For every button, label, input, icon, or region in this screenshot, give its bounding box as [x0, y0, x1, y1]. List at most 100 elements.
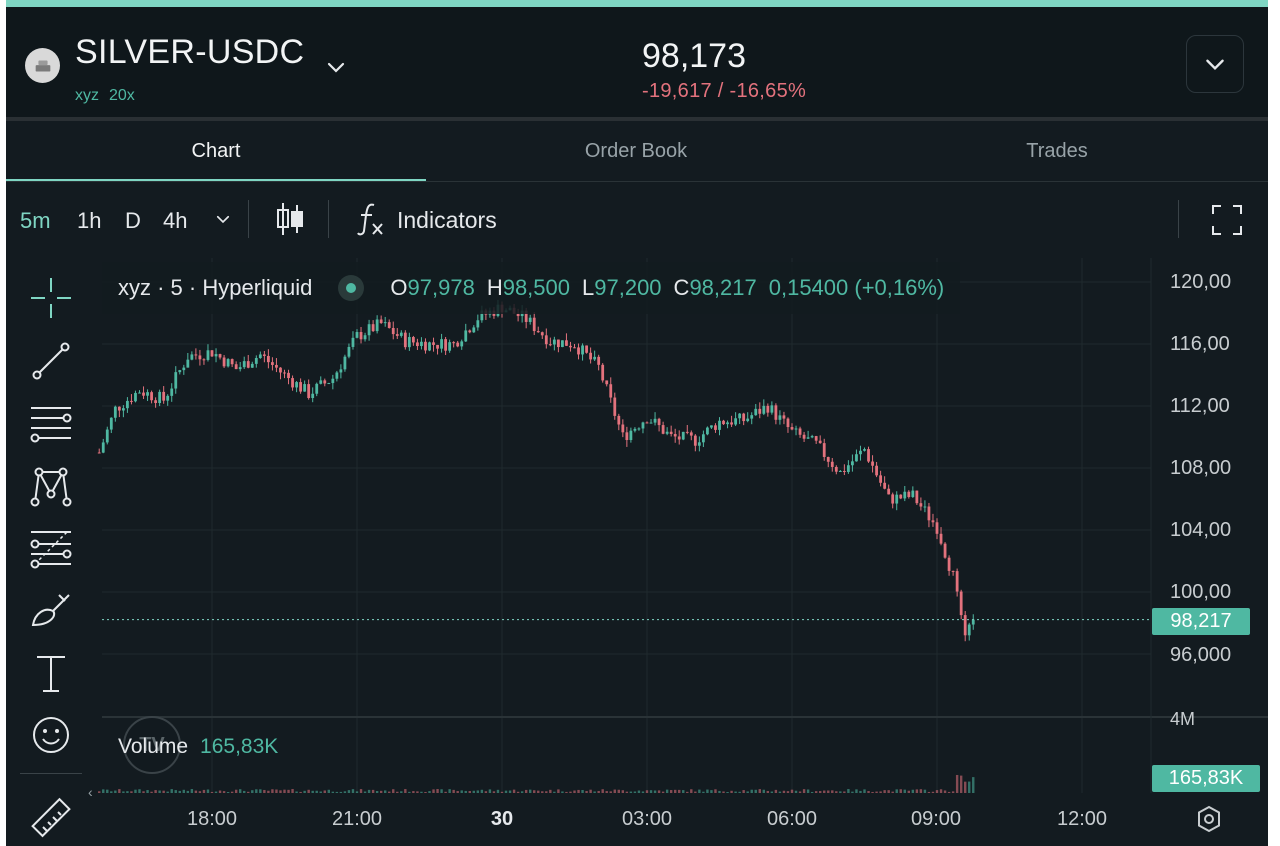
- candle-body: [202, 359, 206, 361]
- candle-body: [323, 380, 327, 384]
- time-axis-label: 12:00: [1056, 808, 1108, 830]
- trend-line-icon: [32, 342, 70, 380]
- pair-selector-chevron-icon[interactable]: [324, 55, 348, 79]
- volume-bar: [134, 789, 137, 793]
- candle-body: [194, 354, 198, 356]
- volume-bar: [271, 789, 274, 793]
- volume-bar: [452, 789, 455, 793]
- volume-bar: [504, 790, 508, 793]
- tab-order-book[interactable]: Order Book: [584, 139, 688, 162]
- candle-body: [109, 417, 113, 430]
- fullscreen-icon[interactable]: [1211, 204, 1243, 236]
- volume-bar: [106, 789, 109, 793]
- candle-body: [436, 344, 439, 349]
- tradingview-logo[interactable]: TV: [123, 716, 181, 774]
- volume-bar: [412, 791, 415, 793]
- volume-bar: [230, 791, 234, 793]
- horizontal-lines-tool[interactable]: [28, 401, 74, 447]
- volume-bar: [400, 791, 403, 793]
- candle-body: [154, 400, 158, 404]
- volume-bar: [955, 774, 959, 793]
- candle-body: [540, 332, 544, 336]
- volume-bar: [392, 789, 395, 793]
- legend-open-key: O: [390, 275, 408, 300]
- tab-chart[interactable]: Chart: [191, 139, 241, 162]
- volume-bar: [480, 789, 484, 793]
- volume-bar: [935, 790, 939, 793]
- volume-bar: [951, 791, 955, 793]
- volume-bar: [963, 781, 967, 793]
- candle-body: [879, 475, 883, 483]
- candle-body: [117, 406, 121, 411]
- candle-body: [810, 436, 814, 438]
- candle-body: [262, 354, 266, 356]
- volume-bar: [436, 789, 439, 793]
- volume-bar: [500, 791, 504, 793]
- price-axis-label: 112,00: [1170, 395, 1230, 417]
- timeframe-1h[interactable]: 1h: [77, 208, 102, 233]
- function-fx-icon[interactable]: [356, 201, 386, 237]
- tab-trades[interactable]: Trades: [1026, 139, 1088, 162]
- toolbar-separator: [248, 200, 249, 238]
- volume-bar: [673, 789, 677, 793]
- volume-bar: [146, 790, 149, 793]
- candle-body: [887, 488, 891, 495]
- volume-bar: [440, 789, 443, 793]
- candle-body: [126, 400, 129, 409]
- scroll-left-button[interactable]: ‹: [88, 784, 93, 800]
- candle-body: [182, 367, 186, 371]
- candle-body: [589, 352, 593, 360]
- volume-bar: [565, 791, 568, 793]
- volume-bar: [247, 791, 250, 793]
- indicators-button[interactable]: Indicators: [397, 207, 497, 233]
- trend-line-tool[interactable]: [28, 338, 74, 384]
- volume-bar: [170, 789, 173, 793]
- ruler-tool[interactable]: [28, 796, 74, 842]
- candle-body: [786, 418, 790, 428]
- candle-body: [448, 342, 452, 351]
- candle-body: [669, 431, 673, 435]
- chart-settings-icon[interactable]: [1194, 804, 1224, 834]
- candle-body: [138, 392, 141, 394]
- candle-body: [190, 354, 194, 360]
- volume-bar: [557, 789, 560, 793]
- candle-body: [762, 405, 766, 414]
- emoji-tool[interactable]: [28, 712, 74, 758]
- timeframe-dropdown-chevron-icon[interactable]: [214, 210, 232, 228]
- brush-tool[interactable]: [28, 588, 74, 634]
- candle-body: [315, 383, 319, 394]
- pair-name[interactable]: SILVER-USDC: [75, 33, 305, 71]
- candle-body: [416, 342, 419, 347]
- candle-body: [915, 490, 919, 504]
- candle-body: [738, 413, 742, 419]
- crosshair-tool[interactable]: [28, 275, 74, 321]
- volume-bar: [142, 791, 145, 793]
- timeframe-5m[interactable]: 5m: [20, 208, 51, 233]
- candle-body: [685, 431, 689, 433]
- pattern-tool[interactable]: [28, 463, 74, 509]
- timeframe-d[interactable]: D: [125, 208, 141, 233]
- text-tool[interactable]: [28, 650, 74, 696]
- volume-bar: [295, 791, 298, 793]
- candle-body: [174, 372, 178, 389]
- volume-bar: [561, 791, 564, 793]
- candle-body: [629, 430, 633, 441]
- expand-header-button[interactable]: [1186, 35, 1244, 93]
- candle-body: [726, 422, 729, 425]
- volume-bar: [114, 790, 117, 793]
- volume-bar: [895, 789, 898, 793]
- volume-bar: [823, 790, 826, 793]
- candle-body: [814, 436, 818, 441]
- candle-body: [407, 337, 411, 348]
- fib-retracement-tool[interactable]: [28, 525, 74, 571]
- price-axis-label: 108,00: [1170, 457, 1232, 479]
- volume-bar: [303, 790, 306, 793]
- candle-body: [170, 388, 174, 396]
- volume-bar: [331, 791, 335, 793]
- candle-body: [601, 364, 605, 381]
- candle-body: [826, 456, 830, 462]
- pair-subtitle: xyz 20x: [75, 87, 145, 105]
- timeframe-4h[interactable]: 4h: [163, 208, 188, 233]
- volume-bar: [182, 789, 186, 793]
- candlestick-chart-type-icon[interactable]: [274, 201, 306, 237]
